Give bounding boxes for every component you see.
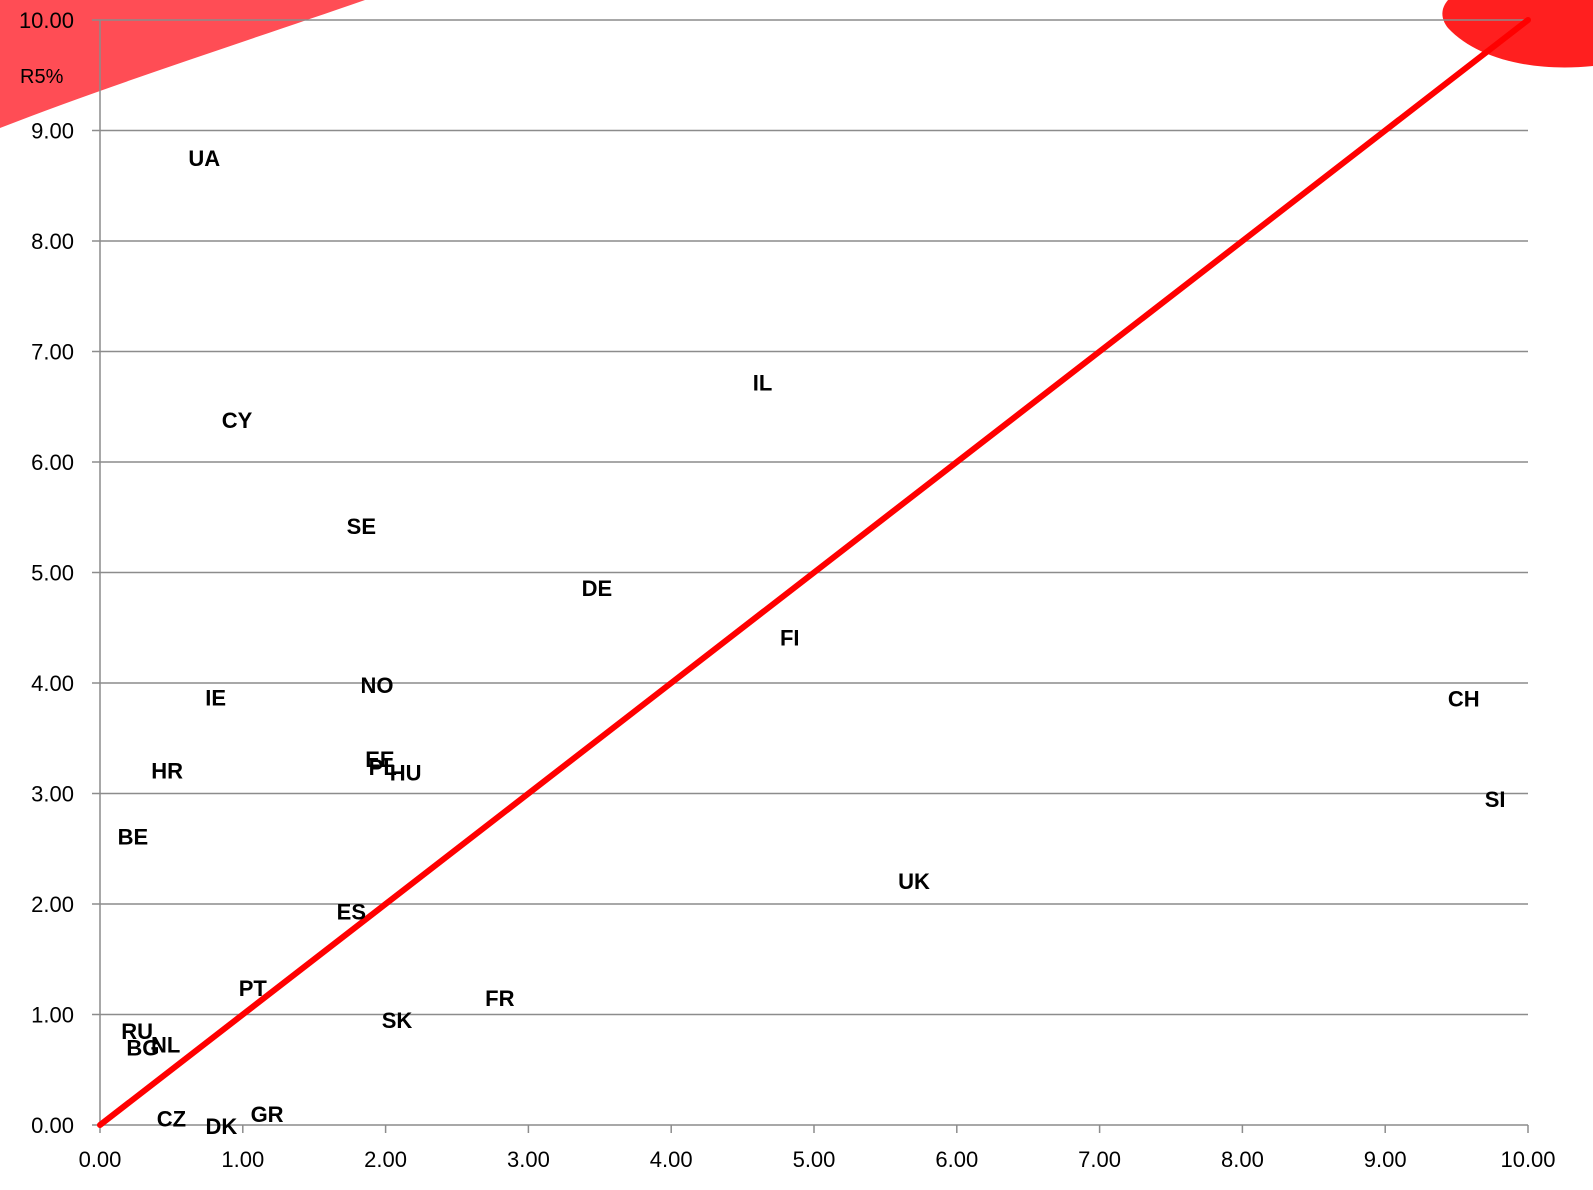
point-label-se: SE <box>347 514 376 539</box>
point-label-cy: CY <box>222 408 253 433</box>
y-tick-label: 4.00 <box>31 671 74 696</box>
point-label-ru: RU <box>121 1019 153 1044</box>
x-tick-label: 5.00 <box>793 1147 836 1172</box>
point-label-si: SI <box>1485 787 1506 812</box>
y-tick-label: 2.00 <box>31 892 74 917</box>
x-tick-label: 6.00 <box>935 1147 978 1172</box>
y-tick-label: 6.00 <box>31 450 74 475</box>
y-tick-label: 10.00 <box>19 8 74 33</box>
x-tick-label: 4.00 <box>650 1147 693 1172</box>
y-tick-label: 9.00 <box>31 119 74 144</box>
x-tick-label: 8.00 <box>1221 1147 1264 1172</box>
point-label-ch: CH <box>1448 686 1480 711</box>
y-axis-label: R5% <box>20 66 64 88</box>
point-label-uk: UK <box>898 869 930 894</box>
y-tick-labels: 0.00 1.00 2.00 3.00 4.00 5.00 6.00 7.00 8.00 9.00… <box>19 8 74 1138</box>
point-label-pt: PT <box>239 976 268 1001</box>
point-label-hu: HU <box>390 761 422 786</box>
point-label-ie: IE <box>205 685 226 710</box>
x-tick-labels: 0.00 1.00 2.00 3.00 4.00 5.00 6.00 7.00 8.00 9.00… <box>79 1147 1556 1172</box>
point-label-fr: FR <box>485 986 514 1011</box>
point-label-il: IL <box>753 370 773 395</box>
point-label-ua: UA <box>188 146 220 171</box>
point-label-bg: BG <box>126 1036 159 1061</box>
point-label-ee: EE <box>365 747 394 772</box>
point-label-gr: GR <box>251 1102 284 1127</box>
y-tick-label: 0.00 <box>31 1113 74 1138</box>
x-tick-label: 3.00 <box>507 1147 550 1172</box>
reference-line <box>97 17 1531 1128</box>
x-tick-label: 10.00 <box>1500 1147 1555 1172</box>
point-label-es: ES <box>337 900 366 925</box>
grid-lines <box>100 19 1528 1016</box>
y-tick-label: 5.00 <box>31 561 74 586</box>
y-tick-label: 8.00 <box>31 229 74 254</box>
point-label-dk: DK <box>205 1114 237 1139</box>
point-label-fi: FI <box>780 626 800 651</box>
point-label-cz: CZ <box>157 1106 186 1131</box>
point-label-no: NO <box>361 673 394 698</box>
y-tick-label: 7.00 <box>31 340 74 365</box>
logo-mark <box>1442 0 1593 68</box>
diagonal-reference-line <box>97 17 1531 1128</box>
y-tick-label: 1.00 <box>31 1003 74 1028</box>
banner-shape <box>0 0 365 128</box>
point-label-hr: HR <box>151 758 183 783</box>
x-tick-label: 7.00 <box>1078 1147 1121 1172</box>
x-tick-label: 2.00 <box>364 1147 407 1172</box>
x-tick-label: 1.00 <box>221 1147 264 1172</box>
point-label-be: BE <box>118 825 149 850</box>
point-label-sk: SK <box>382 1008 413 1033</box>
y-tick-label: 3.00 <box>31 782 74 807</box>
point-label-nl: NL <box>151 1032 180 1057</box>
point-label-pl: PL <box>369 755 397 780</box>
x-tick-label: 0.00 <box>79 1147 122 1172</box>
x-tick-label: 9.00 <box>1364 1147 1407 1172</box>
point-label-de: DE <box>582 576 613 601</box>
